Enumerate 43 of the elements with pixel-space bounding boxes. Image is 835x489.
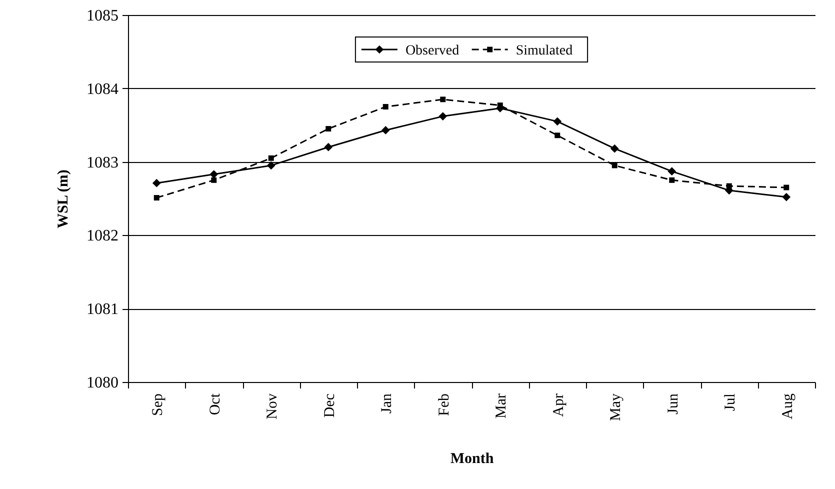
point xyxy=(438,112,448,120)
point xyxy=(440,96,446,102)
point xyxy=(668,167,676,176)
x-tick-label: Jan xyxy=(379,393,396,414)
point xyxy=(381,126,390,134)
point xyxy=(210,170,218,178)
legend-label: Simulated xyxy=(516,44,573,58)
point xyxy=(782,192,791,202)
y-tick-label: 1080 xyxy=(86,374,118,392)
x-tick-label: Apr xyxy=(550,393,567,417)
x-tick-label: Jun xyxy=(665,393,682,414)
x-tick-label: Jul xyxy=(722,394,739,412)
x-tick-label: Aug xyxy=(780,393,796,420)
point xyxy=(553,117,562,126)
point xyxy=(612,162,618,168)
y-tick-label: 1082 xyxy=(86,228,118,245)
point xyxy=(554,132,560,138)
x-tick-label: Sep xyxy=(150,394,166,416)
point xyxy=(669,177,675,183)
point xyxy=(784,184,790,190)
y-tick-label: 1085 xyxy=(86,8,118,24)
x-tick-label: Dec xyxy=(322,393,338,418)
point xyxy=(211,177,217,183)
y-tick-label: 1081 xyxy=(86,301,118,318)
point xyxy=(610,144,619,153)
point xyxy=(326,126,332,132)
y-tick-label: 1084 xyxy=(86,80,118,98)
legend-label: Observed xyxy=(405,44,460,58)
point xyxy=(266,161,276,170)
point xyxy=(382,104,388,110)
point xyxy=(268,155,274,161)
x-tick-label: Feb xyxy=(436,394,452,416)
y-axis-title: WSL (m) xyxy=(56,170,72,228)
x-tick-label: Oct xyxy=(207,392,224,416)
point xyxy=(324,142,333,152)
point xyxy=(152,178,161,188)
x-axis-title: Month xyxy=(450,450,494,467)
point xyxy=(726,183,732,189)
point xyxy=(154,195,160,201)
x-tick-label: May xyxy=(608,393,624,421)
y-tick-label: 1083 xyxy=(86,154,118,172)
x-tick-label: Nov xyxy=(264,393,281,420)
x-tick-label: Mar xyxy=(494,394,510,418)
